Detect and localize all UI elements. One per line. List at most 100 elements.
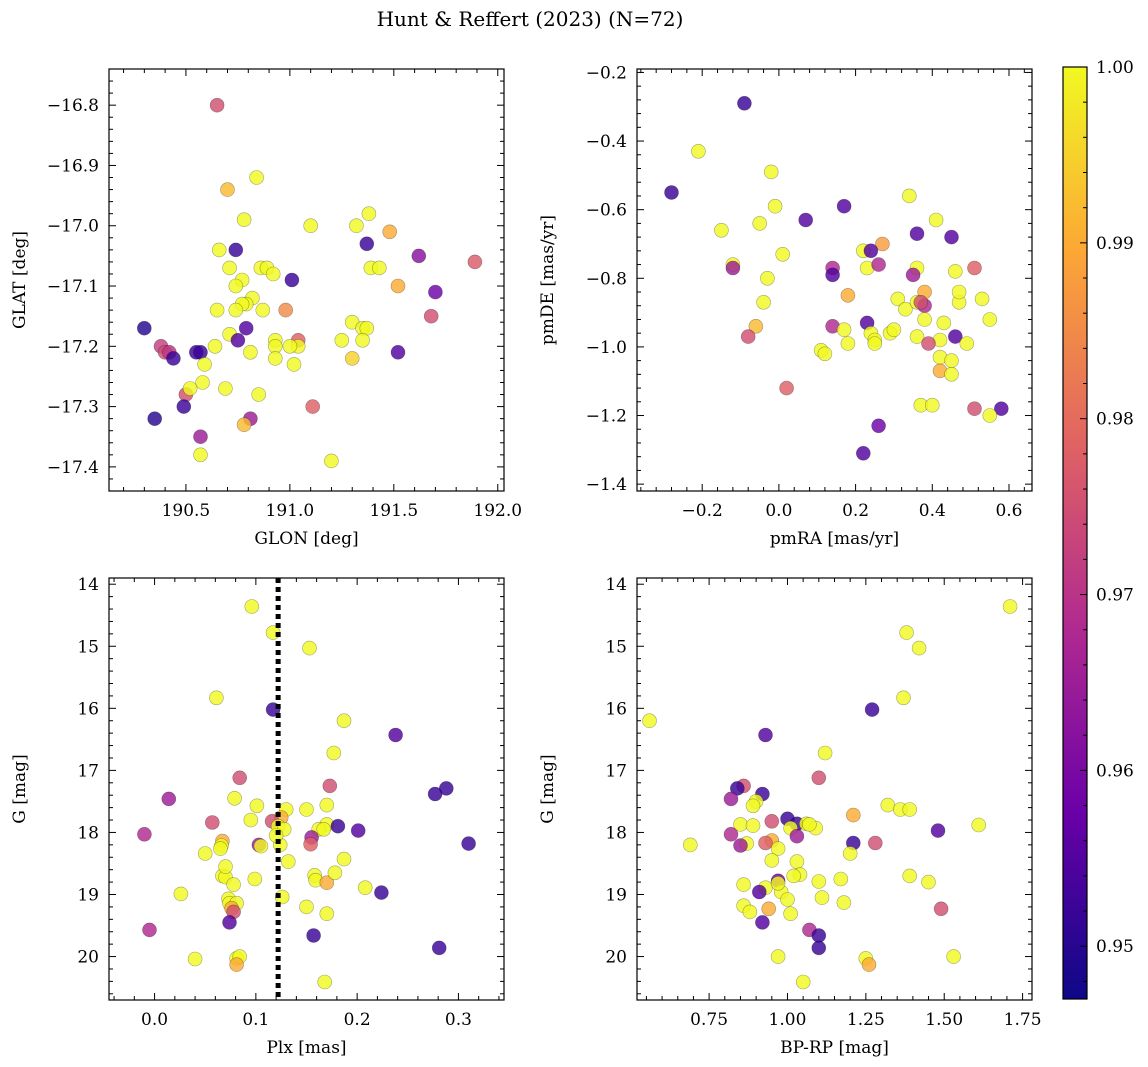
- y-tick-label: −17.3: [47, 398, 99, 418]
- data-point: [137, 826, 152, 842]
- data-point: [226, 877, 241, 892]
- data-point: [974, 291, 990, 307]
- data-point: [740, 329, 756, 344]
- y-tick-label: −17.0: [47, 217, 99, 237]
- data-point: [770, 875, 786, 891]
- data-point: [166, 351, 181, 366]
- data-point: [278, 302, 294, 318]
- data-point: [875, 236, 890, 252]
- x-tick-label: −0.2: [682, 501, 723, 521]
- data-point: [867, 336, 883, 351]
- data-point: [251, 387, 267, 402]
- data-point: [664, 185, 679, 200]
- y-tick-label: 19: [605, 886, 627, 906]
- x-tick-label: 191.5: [369, 501, 418, 521]
- data-point: [756, 294, 771, 310]
- data-point: [795, 974, 811, 990]
- data-point: [197, 357, 212, 372]
- x-axis-label: BP-RP [mag]: [780, 1038, 889, 1058]
- data-point: [411, 248, 427, 264]
- data-point: [316, 821, 332, 837]
- data-point: [909, 329, 925, 344]
- data-point: [867, 835, 883, 851]
- panel-color-magnitude: 0.75 1.00 1.25 1.50 1.75 14 15 16 17 18 19 20 BP-RP …: [538, 575, 1042, 1058]
- data-point: [928, 212, 944, 228]
- data-point: [959, 336, 975, 351]
- data-point: [817, 346, 833, 362]
- data-point: [193, 447, 208, 463]
- data-point: [825, 267, 840, 283]
- colorbar-tick-label: 1.00: [1096, 58, 1134, 78]
- axes-frame: [636, 577, 1033, 1001]
- data-point: [736, 877, 751, 892]
- data-point: [247, 871, 263, 887]
- data-point: [971, 817, 987, 833]
- data-point: [303, 836, 318, 852]
- data-point: [243, 344, 258, 360]
- data-point: [361, 206, 377, 221]
- data-point: [905, 267, 921, 283]
- y-axis-label: G [mag]: [10, 754, 30, 823]
- data-point: [944, 353, 959, 368]
- data-point: [811, 770, 827, 786]
- data-point: [282, 338, 298, 354]
- x-tick-label: 1.25: [847, 1010, 885, 1030]
- data-point: [861, 957, 877, 972]
- data-point: [836, 322, 852, 338]
- data-point: [218, 381, 233, 396]
- x-tick-label: 1.75: [1004, 1010, 1042, 1030]
- axes-frame: [636, 68, 1033, 492]
- data-point: [896, 690, 911, 706]
- x-axis-label: Plx [mas]: [266, 1038, 346, 1058]
- y-tick-label: 16: [605, 699, 627, 719]
- data-point: [924, 397, 940, 413]
- x-tick-label: 191.0: [266, 501, 315, 521]
- y-tick-label: 19: [77, 886, 99, 906]
- data-point: [195, 375, 210, 390]
- data-point: [228, 302, 244, 318]
- y-tick-label: 17: [77, 761, 99, 781]
- colorbar-tick-label: 0.95: [1096, 937, 1134, 957]
- x-tick-label: 0.1: [242, 1010, 269, 1030]
- figure-title: Hunt & Reffert (2023) (N=72): [377, 7, 684, 31]
- data-point: [209, 97, 225, 113]
- data-point: [817, 745, 833, 761]
- data-point: [161, 791, 177, 807]
- data-point: [944, 366, 959, 382]
- data-point: [901, 188, 917, 204]
- data-point: [336, 851, 352, 867]
- x-axis-label: GLON [deg]: [254, 529, 358, 549]
- axes-frame: [108, 577, 505, 1001]
- data-point: [842, 846, 858, 861]
- data-point: [761, 901, 777, 917]
- data-point: [682, 837, 698, 853]
- data-point: [232, 770, 247, 786]
- data-point: [933, 901, 949, 917]
- data-point: [775, 247, 791, 262]
- colorbar: 0.95 0.96 0.97 0.98 0.99 1.00: [1062, 58, 1134, 1000]
- y-tick-label: 14: [605, 575, 627, 595]
- points-group: [664, 96, 1009, 461]
- data-point: [758, 727, 773, 743]
- data-point: [371, 260, 387, 276]
- y-axis-label: pmDE [mas/yr]: [538, 215, 558, 345]
- y-tick-label: −17.2: [47, 337, 99, 357]
- y-axis-label: G [mag]: [538, 754, 558, 823]
- data-point: [840, 288, 856, 303]
- data-point: [197, 846, 213, 861]
- x-tick-label: 0.0: [141, 1010, 168, 1030]
- data-point: [742, 904, 758, 920]
- y-tick-label: −0.2: [586, 63, 627, 83]
- x-tick-label: 0.2: [344, 1010, 371, 1030]
- data-point: [428, 284, 443, 300]
- data-point: [745, 798, 761, 814]
- y-tick-label: −0.4: [586, 132, 627, 152]
- data-point: [359, 236, 375, 252]
- data-point: [284, 272, 300, 288]
- data-point: [767, 198, 783, 214]
- points-group: [137, 599, 476, 990]
- data-point: [737, 96, 752, 111]
- data-point: [176, 399, 192, 414]
- y-tick-label: −16.8: [47, 96, 99, 116]
